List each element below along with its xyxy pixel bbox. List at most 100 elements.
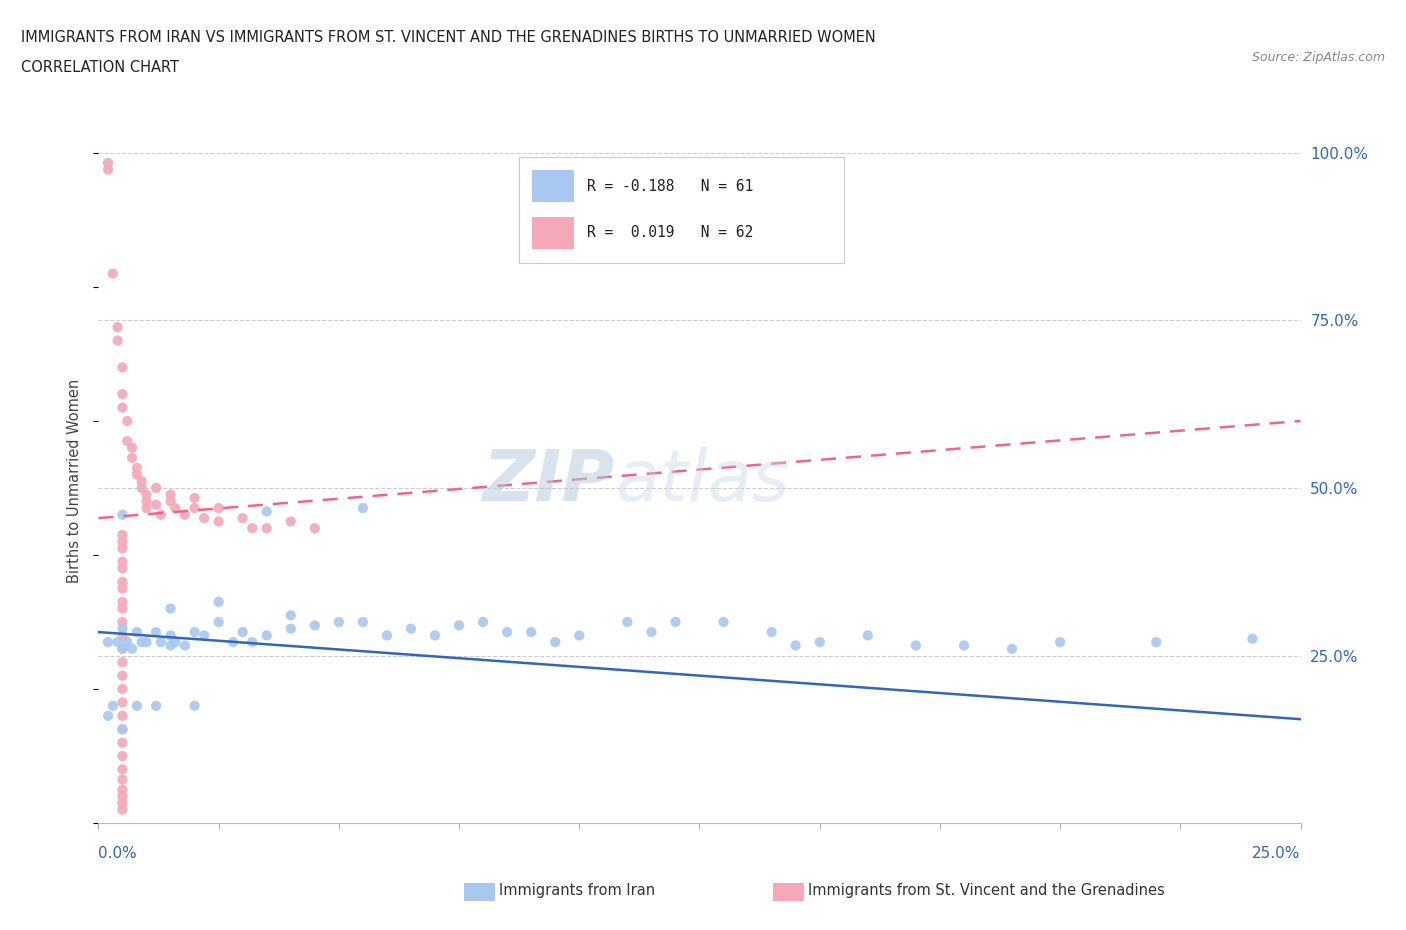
Y-axis label: Births to Unmarried Women: Births to Unmarried Women [67,379,83,583]
Point [111,360,134,375]
Point [616,615,638,630]
Point [165,634,187,649]
Point [101,266,124,281]
Point [111,601,134,616]
Point [544,634,567,649]
Point [135,634,157,649]
Point [159,601,181,616]
Point [193,511,215,525]
Point [135,494,157,509]
Point [183,625,205,640]
Point [904,638,927,653]
Point [304,618,326,632]
Point [111,803,134,817]
Text: Source: ZipAtlas.com: Source: ZipAtlas.com [1251,51,1385,64]
Point [111,554,134,569]
Point [121,642,143,657]
Point [375,628,398,643]
Point [232,625,254,640]
Point [183,698,205,713]
Text: IMMIGRANTS FROM IRAN VS IMMIGRANTS FROM ST. VINCENT AND THE GRENADINES BIRTHS TO: IMMIGRANTS FROM IRAN VS IMMIGRANTS FROM … [21,30,876,45]
Point [111,722,134,737]
Point [111,749,134,764]
Point [97,162,120,177]
Point [111,789,134,804]
Point [111,709,134,724]
Point [111,527,134,542]
Point [1144,634,1167,649]
Bar [531,170,574,202]
Text: R = -0.188   N = 61: R = -0.188 N = 61 [588,179,754,193]
Point [183,500,205,515]
Point [568,628,591,643]
Point [125,467,148,482]
Point [256,628,278,643]
Point [145,698,167,713]
Point [145,481,167,496]
Point [328,615,350,630]
Point [111,400,134,415]
Point [111,508,134,523]
Point [125,625,148,640]
Point [1241,631,1264,646]
Point [111,642,134,657]
Point [149,634,172,649]
Point [1001,642,1024,657]
Point [111,561,134,576]
Point [761,625,783,640]
Point [640,625,662,640]
Point [232,511,254,525]
Point [117,414,139,429]
Point [111,782,134,797]
Point [447,618,470,632]
Point [111,795,134,810]
Point [111,628,134,643]
Text: CORRELATION CHART: CORRELATION CHART [21,60,179,75]
Point [111,695,134,710]
Text: atlas: atlas [616,446,790,516]
Point [111,387,134,402]
Text: R =  0.019   N = 62: R = 0.019 N = 62 [588,225,754,240]
Point [165,500,187,515]
Point [520,625,543,640]
Point [111,722,134,737]
Text: 25.0%: 25.0% [1253,846,1301,861]
Point [107,634,129,649]
Point [1049,634,1071,649]
Point [125,698,148,713]
Point [125,460,148,475]
Point [135,500,157,515]
Text: Immigrants from Iran: Immigrants from Iran [499,884,655,898]
Point [423,628,446,643]
Point [208,514,231,529]
Point [111,668,134,683]
Point [222,634,245,649]
Point [111,575,134,590]
Point [111,581,134,596]
Point [111,642,134,657]
Point [785,638,807,653]
Point [352,615,374,630]
Point [121,450,143,465]
Point [472,615,495,630]
Point [240,521,263,536]
Point [159,638,181,653]
Point [97,709,120,724]
Point [97,634,120,649]
Point [174,638,197,653]
Point [101,698,124,713]
Point [856,628,879,643]
Point [145,498,167,512]
Point [240,634,263,649]
Point [208,615,231,630]
Point [713,615,735,630]
Point [121,440,143,455]
Point [131,474,153,489]
Point [107,333,129,348]
Point [193,628,215,643]
Point [135,487,157,502]
Point [256,521,278,536]
Point [183,491,205,506]
Point [208,500,231,515]
Text: ZIP: ZIP [484,446,616,516]
